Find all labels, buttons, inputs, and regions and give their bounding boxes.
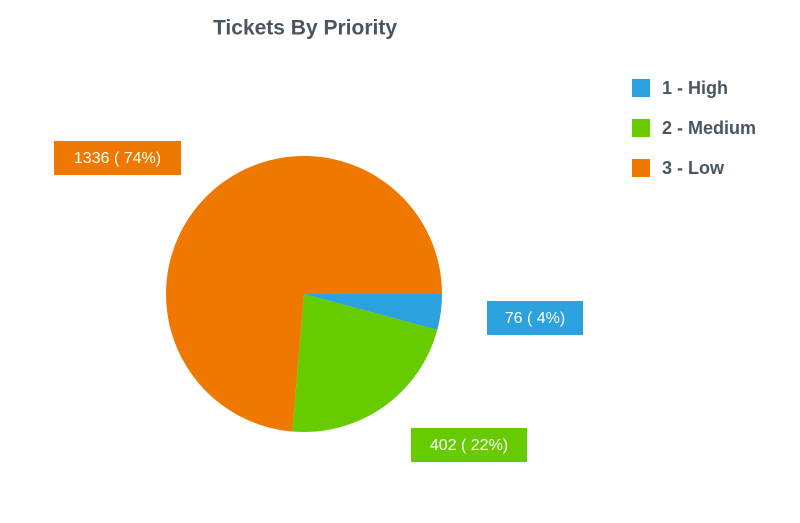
value-label-box bbox=[411, 428, 527, 462]
value-label: 1336 ( 74%) bbox=[74, 150, 161, 167]
legend-label: 1 - High bbox=[662, 78, 728, 98]
value-label-box bbox=[487, 301, 583, 335]
legend-label: 3 - Low bbox=[662, 158, 725, 178]
value-label-box bbox=[54, 141, 181, 175]
chart-title: Tickets By Priority bbox=[213, 17, 397, 40]
pie-slice bbox=[304, 294, 442, 330]
pie-slice bbox=[292, 294, 438, 432]
legend-swatch bbox=[632, 79, 650, 97]
legend-swatch bbox=[632, 119, 650, 137]
value-label: 402 ( 22%) bbox=[430, 437, 508, 454]
value-label: 76 ( 4%) bbox=[505, 310, 565, 327]
pie-slice bbox=[166, 156, 442, 432]
legend-swatch bbox=[632, 159, 650, 177]
legend-label: 2 - Medium bbox=[662, 118, 756, 138]
